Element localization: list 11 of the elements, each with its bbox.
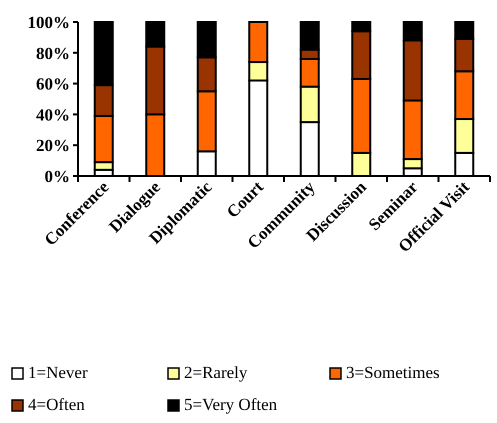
legend-label: 1=Never <box>28 363 88 382</box>
legend-label: 5=Very Often <box>184 395 278 414</box>
y-tick-label: 0% <box>44 166 70 186</box>
y-tick-label: 40% <box>36 105 70 124</box>
y-tick-label: 20% <box>36 136 70 156</box>
y-tick-label: 100% <box>28 12 70 32</box>
y-tick-label: 80% <box>36 44 70 63</box>
legend-label: 3=Sometimes <box>346 363 440 382</box>
legend-label: 4=Often <box>28 395 86 414</box>
y-tick-label: 60% <box>36 74 70 94</box>
legend-label: 2=Rarely <box>184 363 248 382</box>
